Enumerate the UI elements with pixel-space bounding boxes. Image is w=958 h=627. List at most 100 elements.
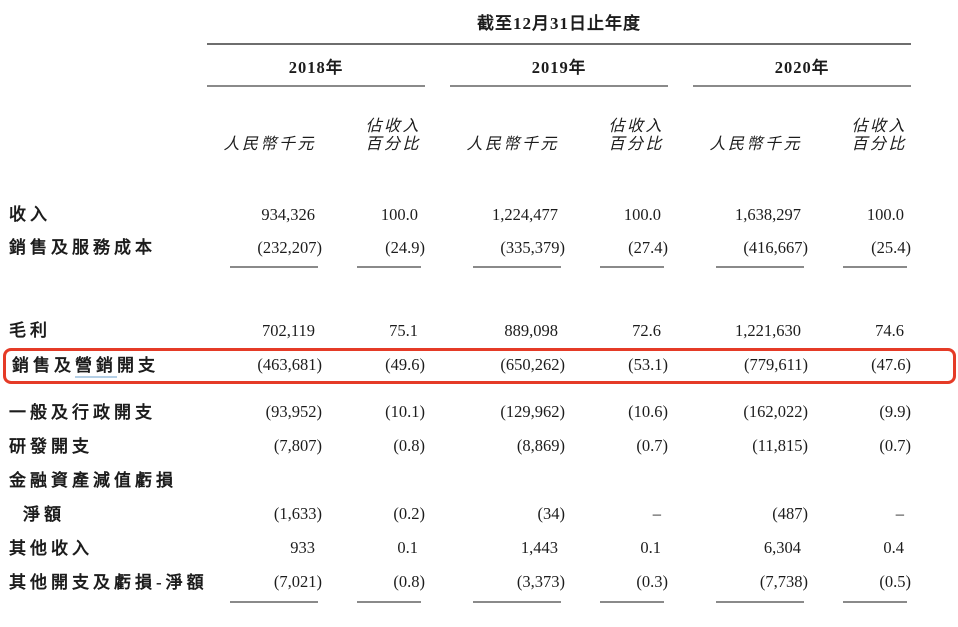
cell: (10.6)	[628, 402, 668, 422]
cell: (7,021)	[273, 572, 322, 592]
column-rule	[600, 265, 664, 268]
cell: (0.7)	[636, 436, 668, 456]
income-statement-table: 截至12月31日止年度 2018年 2019年 2020年 人民幣千元 佔收入 …	[3, 4, 956, 608]
column-rule	[357, 265, 421, 268]
year-header-2018: 2018年	[207, 45, 425, 87]
cell: (779,611)	[693, 347, 808, 384]
column-rule	[230, 600, 318, 603]
row-label: 其他收入	[9, 538, 93, 558]
cell: 889,098	[504, 320, 558, 340]
proof-underline: 營銷	[75, 355, 117, 378]
table-row-gross-profit: 毛利 702,119 75.1 889,098 72.6 1,221,630 7…	[3, 315, 956, 348]
cell: (0.5)	[879, 572, 911, 592]
table-row-revenue: 收入 934,326 100.0 1,224,477 100.0 1,638,2…	[3, 199, 956, 232]
unit-header: 人民幣千元	[709, 136, 802, 154]
year-header-row: 2018年 2019年 2020年	[3, 45, 956, 87]
cell: 0.1	[397, 538, 418, 558]
cell: 933	[290, 538, 315, 558]
cell: (7,738)	[759, 572, 808, 592]
cell: (0.7)	[879, 436, 911, 456]
cell: (162,022)	[743, 402, 808, 422]
row-label: 一般及行政開支	[9, 402, 156, 422]
cell: 75.1	[389, 320, 418, 340]
unit-header: 人民幣千元	[223, 136, 316, 154]
cell	[207, 464, 322, 498]
table-row-impairment-label: 金融資產減值虧損	[3, 464, 956, 498]
cell: 934,326	[261, 204, 315, 224]
cell: (9.9)	[879, 402, 911, 422]
cell: 1,638,297	[735, 204, 801, 224]
cell: (416,667)	[743, 237, 808, 257]
share-header-line2: 百分比	[365, 136, 421, 154]
cell	[693, 464, 808, 498]
column-rule	[600, 600, 664, 603]
cell: (49.6)	[322, 347, 425, 384]
cell: (7,807)	[273, 436, 322, 456]
cell: 100.0	[866, 204, 904, 224]
row-label: 淨額	[23, 504, 65, 524]
row-label: 銷售及營銷開支	[3, 347, 207, 384]
column-rule	[716, 600, 804, 603]
cell: (11,815)	[752, 436, 808, 456]
cell: (27.4)	[628, 237, 668, 257]
cell: (650,262)	[450, 347, 565, 384]
period-title: 截至12月31日止年度	[207, 4, 911, 45]
cell: 74.6	[875, 320, 904, 340]
cell: (0.3)	[636, 572, 668, 592]
cell	[322, 464, 425, 498]
cell: (463,681)	[207, 347, 322, 384]
row-label: 研發開支	[9, 436, 93, 456]
column-rule	[843, 265, 907, 268]
cell: (93,952)	[265, 402, 322, 422]
cell: 0.4	[883, 538, 904, 558]
table-row-other-expenses-net: 其他開支及虧損-淨額 (7,021) (0.8) (3,373) (0.3) (…	[3, 566, 956, 600]
unit-header: 人民幣千元	[466, 136, 559, 154]
spacer	[3, 273, 956, 315]
spacer	[3, 384, 956, 396]
column-rule	[716, 265, 804, 268]
section-divider-row	[3, 265, 956, 273]
row-label: 收入	[9, 205, 51, 225]
section-divider-row	[3, 600, 956, 608]
cell: 72.6	[632, 320, 661, 340]
cell: (3,373)	[516, 572, 565, 592]
share-header-line2: 百分比	[851, 136, 907, 154]
cell: (24.9)	[385, 237, 425, 257]
cell: (8,869)	[516, 436, 565, 456]
highlight-box-edge	[911, 347, 956, 384]
cell	[808, 464, 911, 498]
cell: 1,221,630	[735, 320, 801, 340]
spacer	[3, 159, 956, 199]
cell: 100.0	[380, 204, 418, 224]
cell: (53.1)	[565, 347, 668, 384]
share-header-line2: 百分比	[608, 136, 664, 154]
table-row-impairment-net: 淨額 (1,633) (0.2) (34) – (487) –	[3, 498, 956, 532]
share-header-line1: 佔收入	[365, 117, 421, 135]
cell: 702,119	[261, 320, 315, 340]
table-row-rd-expenses: 研發開支 (7,807) (0.8) (8,869) (0.7) (11,815…	[3, 430, 956, 464]
row-label: 其他開支及虧損-淨額	[9, 572, 208, 592]
cell: (1,633)	[273, 504, 322, 524]
subheader-row: 人民幣千元 佔收入 百分比 人民幣千元 佔收入 百分比 人民幣千元 佔收入 百分…	[3, 87, 956, 159]
row-label: 毛利	[9, 321, 51, 341]
row-label: 銷售及服務成本	[9, 238, 156, 258]
column-rule	[357, 600, 421, 603]
share-header-line1: 佔收入	[851, 117, 907, 135]
cell: (129,962)	[500, 402, 565, 422]
cell: (0.2)	[393, 504, 425, 524]
year-header-2019: 2019年	[450, 45, 668, 87]
cell	[450, 464, 565, 498]
cell: –	[895, 504, 904, 524]
cell: (232,207)	[257, 237, 322, 257]
cell: (10.1)	[385, 402, 425, 422]
cell: (34)	[537, 504, 566, 524]
cell: (0.8)	[393, 572, 425, 592]
column-rule	[230, 265, 318, 268]
table-row-other-income: 其他收入 933 0.1 1,443 0.1 6,304 0.4	[3, 532, 956, 566]
cell: (335,379)	[500, 237, 565, 257]
cell: (47.6)	[808, 347, 911, 384]
cell: 1,224,477	[492, 204, 558, 224]
table-row-cost-of-sales: 銷售及服務成本 (232,207) (24.9) (335,379) (27.4…	[3, 232, 956, 265]
cell: (487)	[772, 504, 808, 524]
